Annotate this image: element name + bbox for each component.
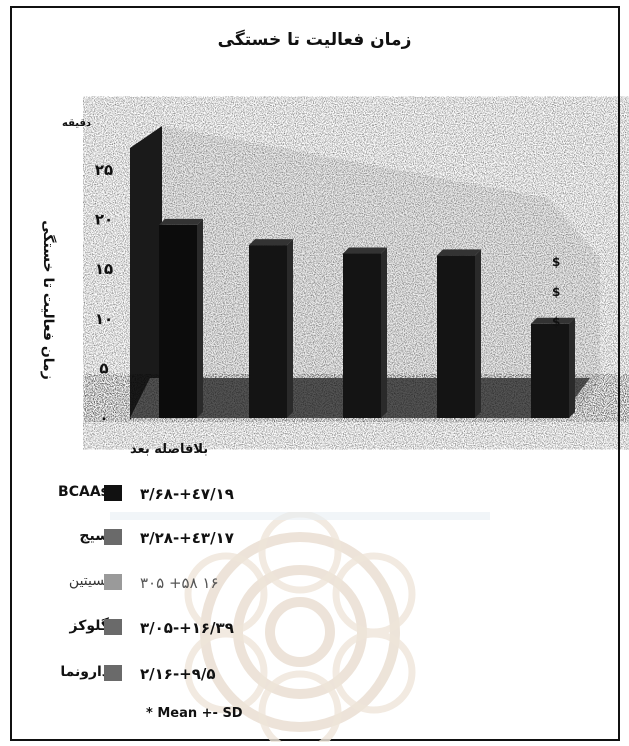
bar xyxy=(531,323,569,418)
legend-swatch xyxy=(104,529,122,545)
watermark-rosette xyxy=(110,512,490,742)
y-tick-label: ۲۰ xyxy=(95,211,113,229)
legend-name: سیج xyxy=(79,528,109,544)
bar xyxy=(437,255,475,418)
bar-top xyxy=(531,317,575,324)
bar xyxy=(159,224,197,418)
legend-value: ۱۶/۳۹+-۳/۰۵ xyxy=(140,619,234,637)
bar xyxy=(249,245,287,418)
legend-value: ۱۹/٤۷+-۳/۶۸ xyxy=(140,485,234,503)
bar-side xyxy=(381,247,387,418)
legend-swatch xyxy=(104,574,122,590)
legend-row-glucose: گلوکز ۱۶/۳۹+-۳/۰۵ xyxy=(0,614,629,644)
legend-value: ۱۶ ۵۸+ ۳۰۵ xyxy=(140,574,219,592)
legend-row-lecithin: لسیتین ۱۶ ۵۸+ ۳۰۵ xyxy=(0,569,629,599)
legend-name: گلوکز xyxy=(69,618,109,634)
significance-mark: $ xyxy=(552,315,560,329)
bar-top xyxy=(249,239,293,246)
legend-row-placebo: دارونما ۹/۵+-۲/۱۶ xyxy=(0,660,629,690)
bar-chart: ۰ ۵ ۱۰ ۱۵ ۲۰ ۲۵ $ $ $ xyxy=(95,126,600,427)
significance-mark: $ xyxy=(552,285,560,299)
footnote: * Mean +- SD xyxy=(146,706,243,721)
y-tick-label: ۲۵ xyxy=(95,161,113,179)
legend-swatch xyxy=(104,485,122,501)
y-tick-label: ۰ xyxy=(99,409,108,427)
bar-top xyxy=(437,249,481,256)
y-tick-label: ۱۰ xyxy=(95,310,113,328)
legend-value: ۱۷/٤۳+-۳/۲۸ xyxy=(140,529,234,547)
y-tick-label: ۵ xyxy=(99,359,108,377)
unit-label: دقیقه xyxy=(62,118,92,129)
y-tick-label: ۱۵ xyxy=(95,260,113,278)
chart-title: زمان فعالیت تا خستگی xyxy=(217,30,412,50)
legend-name: دارونما xyxy=(60,664,109,680)
bar-top xyxy=(159,218,203,225)
significance-mark: $ xyxy=(552,255,560,269)
bar-side xyxy=(569,317,575,418)
legend-value: ۹/۵+-۲/۱۶ xyxy=(140,665,216,683)
legend-row-sage: سیج ۱۷/٤۳+-۳/۲۸ xyxy=(0,524,629,554)
legend-name: لسیتین xyxy=(68,573,109,589)
legend-swatch xyxy=(104,665,122,681)
legend-swatch xyxy=(104,619,122,635)
x-axis-label: بلافاصله بعد xyxy=(130,442,209,457)
left-wall xyxy=(130,126,162,420)
bar-side xyxy=(197,218,203,418)
bar-side xyxy=(475,249,481,418)
legend-name: BCAAs xyxy=(58,484,109,500)
bar-side xyxy=(287,239,293,418)
bar-top xyxy=(343,247,387,254)
bar xyxy=(343,253,381,418)
legend-row-bcaas: BCAAs ۱۹/٤۷+-۳/۶۸ xyxy=(0,480,629,510)
